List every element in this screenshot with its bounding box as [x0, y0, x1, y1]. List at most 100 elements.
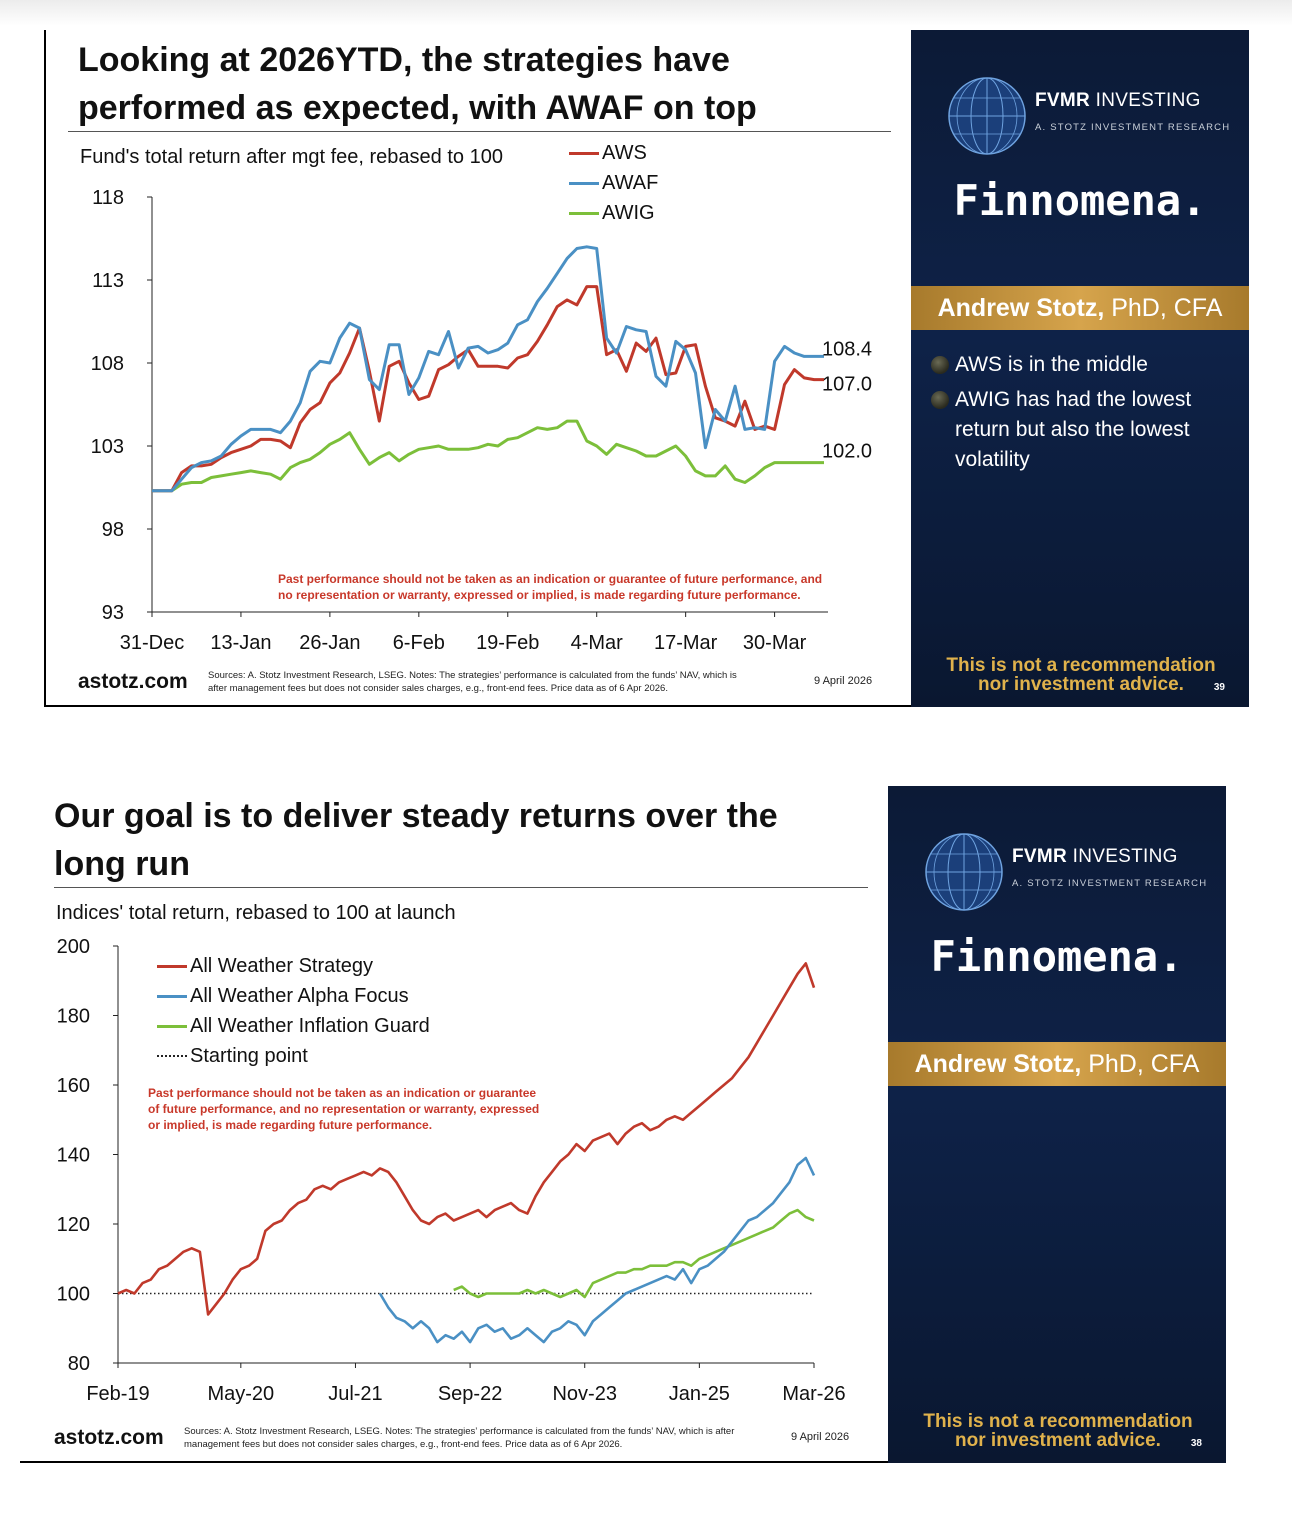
page-number: 39 — [1213, 682, 1225, 693]
sources-line2: management fees but does not consider sa… — [184, 1439, 623, 1450]
legend-swatch-aws — [157, 964, 187, 968]
presenter-credentials: PhD, CFA — [1104, 294, 1223, 322]
globe-logo-icon — [925, 833, 1003, 911]
logo-bold: FVMR — [1012, 846, 1068, 867]
slide-date: 9 April 2026 — [791, 1431, 850, 1443]
chart-legend: AWS AWAF AWIG — [569, 138, 658, 228]
x-tick-label: 26-Jan — [299, 632, 360, 654]
logo-subtitle: A. STOTZ INVESTMENT RESEARCH — [1035, 122, 1231, 133]
slide-2026ytd: Looking at 2026YTD, the strategies have … — [44, 30, 1249, 707]
slide-title-line1: Looking at 2026YTD, the strategies have — [78, 41, 730, 79]
legend-item-awaf: All Weather Alpha Focus — [157, 981, 430, 1011]
legend-item-awig: AWIG — [569, 198, 658, 228]
series-line-all-weather-strategy — [117, 962, 816, 1316]
series-line-all-weather-inflation-guard — [453, 1208, 815, 1299]
brand-url[interactable]: astotz.com — [54, 1426, 164, 1449]
y-tick-label: 108 — [91, 353, 124, 375]
performance-disclaimer: Past performance should not be taken as … — [148, 1085, 539, 1133]
slide-border-bottom — [20, 1461, 890, 1463]
y-tick-label: 98 — [102, 519, 124, 541]
top-shadow — [0, 0, 1292, 26]
slide-title: Looking at 2026YTD, the strategies have … — [78, 36, 757, 132]
slide-title-line2: long run — [54, 845, 190, 883]
x-tick-label: 19-Feb — [476, 632, 539, 654]
presenter-panel: FVMR INVESTING A. STOTZ INVESTMENT RESEA… — [888, 786, 1226, 1463]
series-line-all-weather-alpha-focus — [378, 1156, 816, 1344]
bullet-icon — [931, 356, 949, 374]
series-line-awaf — [152, 245, 824, 493]
y-tick-label: 200 — [57, 936, 90, 958]
not-advice-notice: This is not a recommendation nor investm… — [918, 1412, 1198, 1450]
x-tick-label: Jul-21 — [328, 1383, 382, 1405]
x-tick-label: May-20 — [207, 1383, 274, 1405]
y-tick-label: 180 — [57, 1006, 90, 1028]
chart-legend: All Weather Strategy All Weather Alpha F… — [157, 951, 430, 1071]
legend-item-awaf: AWAF — [569, 168, 658, 198]
not-advice-notice: This is not a recommendation nor investm… — [941, 656, 1221, 694]
legend-label-awig: All Weather Inflation Guard — [190, 1015, 430, 1037]
slide-title-line2: performed as expected, with AWAF on top — [78, 89, 757, 127]
x-tick-label: 30-Mar — [743, 632, 807, 654]
legend-label-awaf: All Weather Alpha Focus — [190, 985, 409, 1007]
sources-line2: after management fees but does not consi… — [208, 683, 668, 694]
notice-line2: nor investment advice. — [978, 674, 1184, 695]
legend-swatch-awaf — [569, 181, 599, 185]
x-tick-label: Feb-19 — [86, 1383, 149, 1405]
logo-light: INVESTING — [1095, 90, 1201, 111]
y-tick-label: 80 — [68, 1353, 90, 1375]
logo-wordmark: FVMR INVESTING — [1035, 90, 1201, 112]
chart-subtitle: Indices' total return, rebased to 100 at… — [56, 902, 456, 924]
series-line-awig — [152, 419, 824, 493]
y-tick-label: 103 — [91, 436, 124, 458]
globe-logo-icon — [948, 77, 1026, 155]
sources-note: Sources: A. Stotz Investment Research, L… — [208, 669, 737, 695]
x-tick-label: 4-Mar — [571, 632, 624, 654]
page-number: 38 — [1190, 1438, 1202, 1449]
notice-line1: This is not a recommendation — [923, 1411, 1193, 1432]
end-label-awig: 102.0 — [822, 441, 872, 463]
legend-item-start: Starting point — [157, 1041, 430, 1071]
legend-label-aws: All Weather Strategy — [190, 955, 374, 977]
x-tick-label: 13-Jan — [210, 632, 271, 654]
presenter-panel: FVMR INVESTING A. STOTZ INVESTMENT RESEA… — [911, 30, 1249, 707]
end-label-awaf: 108.4 — [822, 338, 872, 360]
presenter-name: Andrew Stotz, PhD, CFA — [888, 1042, 1226, 1086]
legend-swatch-start — [157, 1055, 187, 1057]
legend-item-awig: All Weather Inflation Guard — [157, 1011, 430, 1041]
slide-border-left — [44, 30, 46, 707]
series-line-aws — [152, 285, 824, 493]
legend-swatch-awig — [157, 1024, 187, 1028]
key-point-text: AWIG has had the lowest return but also … — [955, 388, 1192, 471]
notice-line2: nor investment advice. — [955, 1430, 1161, 1451]
sources-note: Sources: A. Stotz Investment Research, L… — [184, 1425, 734, 1451]
sources-line1: Sources: A. Stotz Investment Research, L… — [208, 670, 737, 681]
legend-swatch-aws — [569, 151, 599, 155]
y-tick-label: 100 — [57, 1284, 90, 1306]
chart-subtitle: Fund's total return after mgt fee, rebas… — [80, 146, 503, 168]
title-rule — [68, 131, 891, 132]
slide-title-line1: Our goal is to deliver steady returns ov… — [54, 797, 778, 835]
brand-url[interactable]: astotz.com — [78, 670, 188, 693]
y-tick-label: 160 — [57, 1075, 90, 1097]
logo-wordmark: FVMR INVESTING — [1012, 846, 1178, 868]
logo-subtitle: A. STOTZ INVESTMENT RESEARCH — [1012, 878, 1208, 889]
disclaimer-line1: Past performance should not be taken as … — [278, 572, 823, 586]
presenter-name: Andrew Stotz, PhD, CFA — [911, 286, 1249, 330]
disclaimer-line3: or implied, is made regarding future per… — [148, 1118, 433, 1132]
x-tick-label: Jan-25 — [669, 1383, 730, 1405]
slide-long-run: Our goal is to deliver steady returns ov… — [20, 786, 1226, 1463]
title-rule — [54, 887, 868, 888]
key-point: AWIG has had the lowest return but also … — [931, 385, 1241, 475]
logo-light: INVESTING — [1072, 846, 1178, 867]
partner-logo: Finnomena. — [930, 932, 1184, 981]
logo-bold: FVMR — [1035, 90, 1091, 111]
slide-title: Our goal is to deliver steady returns ov… — [54, 792, 778, 888]
end-label-aws: 107.0 — [822, 374, 872, 396]
x-tick-label: Nov-23 — [552, 1383, 616, 1405]
ytd-line-chart: 93 98 103 108 113 118 31-Dec 13-Jan 26-Jan 6-Feb 1… — [91, 187, 872, 654]
disclaimer-line2: no representation or warranty, expressed… — [278, 588, 801, 602]
y-tick-label: 93 — [102, 602, 124, 624]
presenter-name-bold: Andrew Stotz, — [914, 1050, 1082, 1078]
slide-border-bottom — [44, 705, 914, 707]
sources-line1: Sources: A. Stotz Investment Research, L… — [184, 1426, 735, 1437]
